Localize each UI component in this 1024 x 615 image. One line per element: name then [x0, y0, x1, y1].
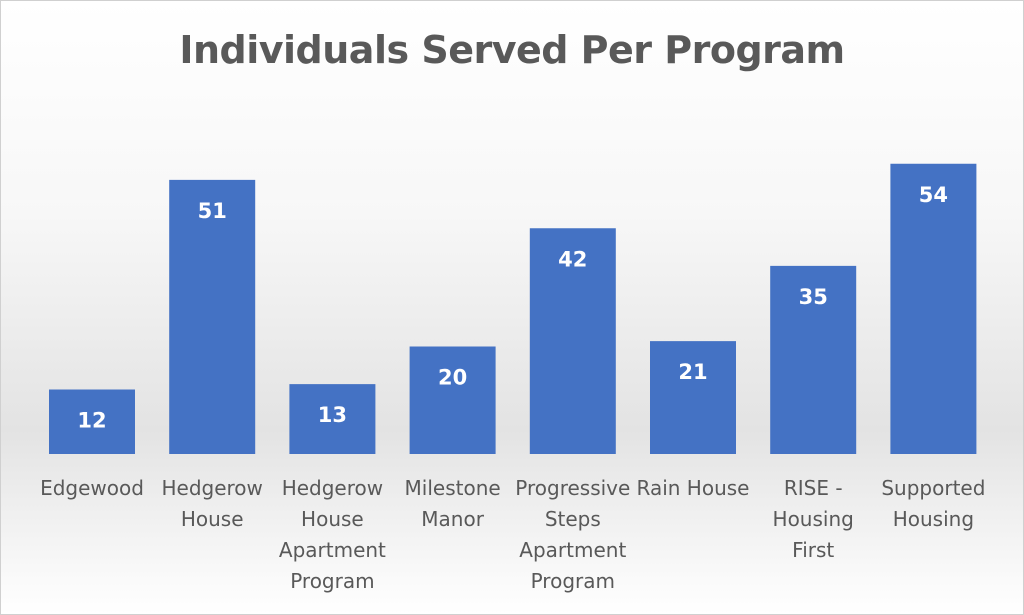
data-label-5: 42 — [558, 247, 587, 271]
category-label-1: Edgewood — [40, 476, 144, 500]
bar-7 — [770, 265, 857, 454]
category-label-8: Supported Housing — [881, 476, 985, 531]
category-label-5: Progressive Steps Apartment Program — [515, 476, 630, 593]
data-label-7: 35 — [799, 285, 828, 309]
data-label-6: 21 — [678, 360, 707, 384]
category-label-3: Hedgerow House Apartment Program — [279, 476, 386, 593]
bar-8 — [890, 163, 977, 454]
data-label-8: 54 — [919, 183, 948, 207]
bar-5 — [529, 228, 616, 454]
data-label-4: 20 — [438, 366, 467, 390]
bar-6 — [650, 341, 736, 454]
bar-4 — [409, 346, 496, 454]
bar-1 — [49, 389, 135, 454]
bar-2 — [169, 179, 256, 454]
category-label-4: Milestone Manor — [405, 476, 501, 531]
data-label-1: 12 — [77, 409, 106, 433]
bar-3 — [289, 384, 376, 454]
category-label-7: RISE -Housing First — [773, 476, 854, 562]
category-label-6: Rain House — [637, 476, 750, 500]
chart-title: Individuals Served Per Program — [179, 28, 845, 72]
data-label-2: 51 — [198, 199, 227, 223]
category-label-2: Hedgerow House — [161, 476, 262, 531]
data-label-3: 13 — [318, 403, 347, 427]
